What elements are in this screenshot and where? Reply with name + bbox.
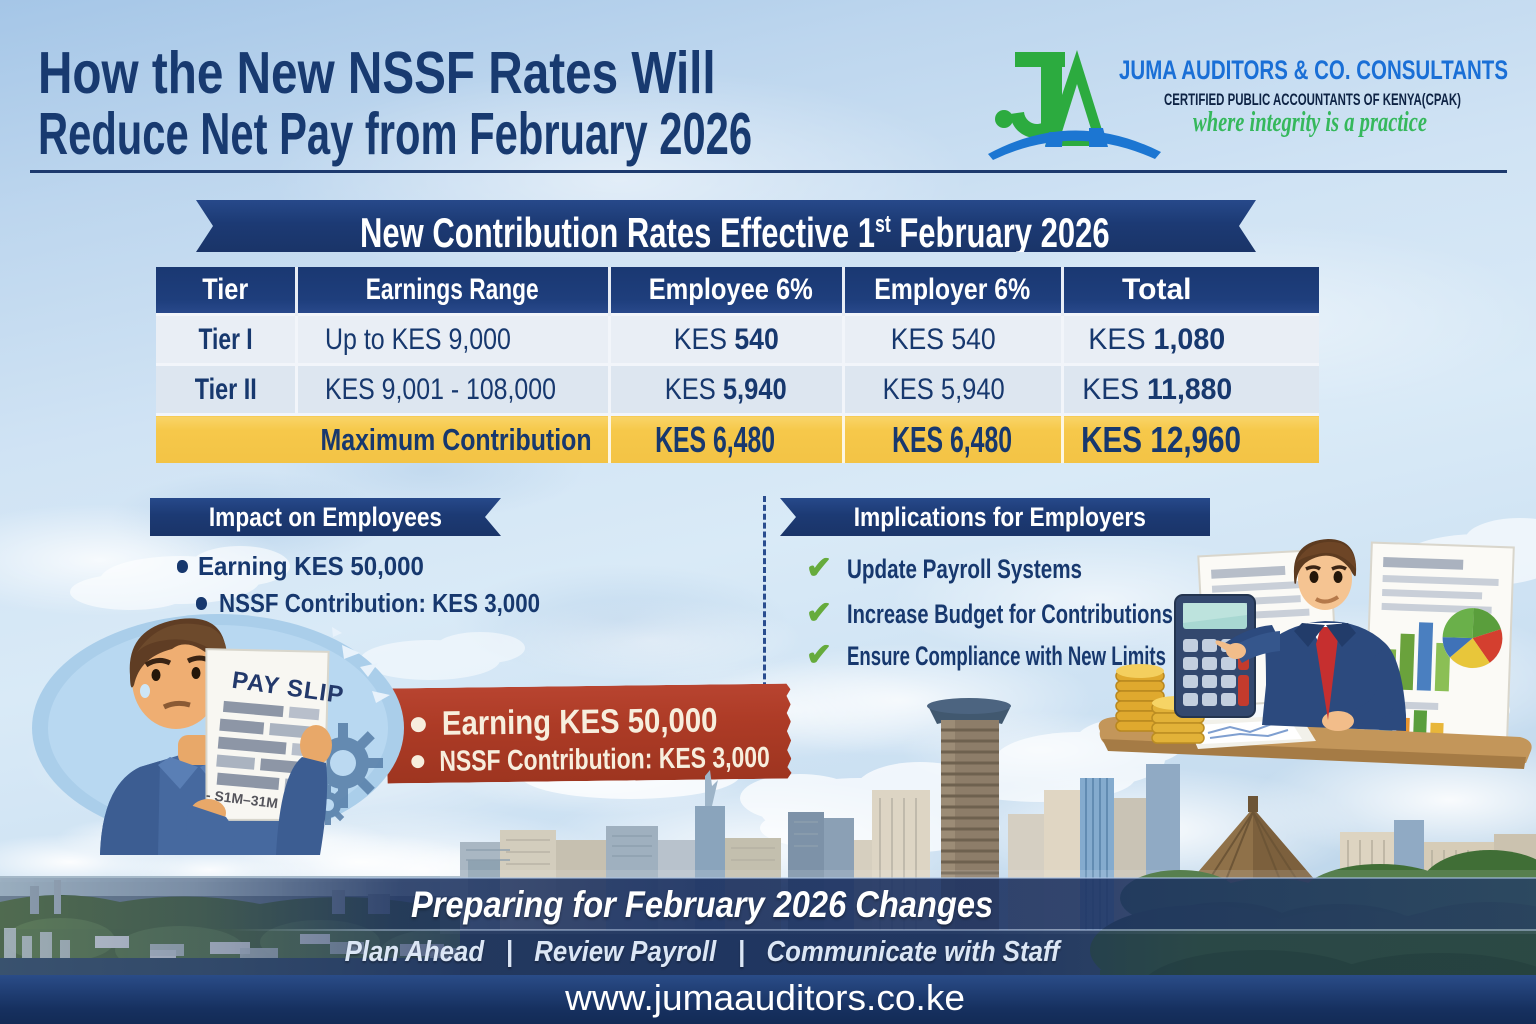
svg-text:CERTIFIED PUBLIC ACCOUNTANTS O: CERTIFIED PUBLIC ACCOUNTANTS OF KENYA(CP… bbox=[1164, 90, 1461, 109]
svg-text:JUMA AUDITORS & CO. CONSULTANT: JUMA AUDITORS & CO. CONSULTANTS bbox=[1119, 55, 1508, 85]
svg-text:where integrity is a practice: where integrity is a practice bbox=[1193, 107, 1427, 138]
